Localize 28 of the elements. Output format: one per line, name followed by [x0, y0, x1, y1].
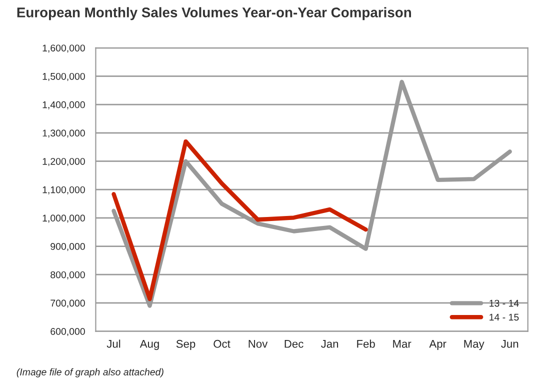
x-tick-label: Dec	[284, 340, 304, 348]
line-series	[112, 139, 368, 302]
y-tick-label: 1,000,000	[42, 214, 85, 223]
y-tick-label: 900,000	[50, 243, 85, 252]
y-tick-label: 1,500,000	[42, 72, 85, 81]
x-tick-label: Sep	[176, 340, 196, 350]
x-tick-label: Nov	[248, 340, 268, 348]
text: (Image file of graph also attached)	[16, 368, 164, 378]
x-tick-label: Mar	[393, 340, 412, 348]
x-tick-label: Oct	[214, 340, 230, 348]
y-tick-label: 800,000	[50, 271, 85, 280]
legend-label: 14 - 15	[490, 314, 519, 321]
x-tick-label: Jul	[106, 340, 120, 348]
x-tick-label: Apr	[429, 340, 446, 350]
legend-label: 13 - 14	[490, 300, 519, 307]
y-tick-label: 1,600,000	[42, 44, 85, 53]
y-tick-label: 700,000	[50, 300, 85, 308]
y-tick-label: 1,300,000	[42, 130, 85, 138]
x-tick-label: Jan	[321, 340, 338, 348]
y-tick-label: 600,000	[50, 328, 85, 336]
y-tick-label: 1,100,000	[42, 186, 85, 194]
x-tick-label: May	[464, 340, 484, 350]
x-tick-label: Jun	[501, 340, 518, 348]
y-tick-label: 1,200,000	[42, 158, 85, 166]
x-tick-label: Aug	[140, 340, 159, 350]
y-tick-label: 1,400,000	[42, 101, 85, 110]
chart-title: European Monthly Sales Volumes Year-on-Year Comparison	[17, 7, 411, 20]
x-tick-label: Feb	[357, 340, 375, 348]
